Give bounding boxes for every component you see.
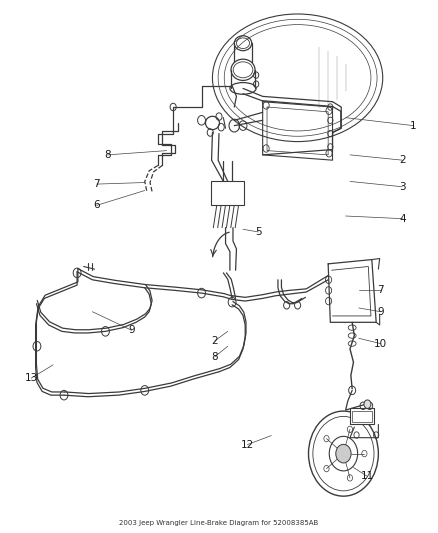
Bar (352, 411, 372, 422)
Text: 8: 8 (211, 352, 218, 362)
Text: 3: 3 (399, 182, 406, 192)
Text: 13: 13 (25, 373, 38, 383)
Text: 2: 2 (399, 155, 406, 165)
Text: 5: 5 (255, 227, 261, 237)
Text: 11: 11 (361, 472, 374, 481)
Bar (211, 181, 244, 205)
Text: 2003 Jeep Wrangler Line-Brake Diagram for 52008385AB: 2003 Jeep Wrangler Line-Brake Diagram fo… (120, 520, 318, 526)
Text: 12: 12 (241, 440, 254, 450)
Text: 8: 8 (104, 150, 111, 160)
Text: 7: 7 (93, 179, 100, 189)
Text: 2: 2 (211, 336, 218, 346)
Text: 4: 4 (399, 214, 406, 224)
Ellipse shape (336, 445, 351, 463)
Text: 1: 1 (410, 120, 417, 131)
Text: 9: 9 (377, 306, 384, 317)
Text: 9: 9 (128, 325, 135, 335)
Circle shape (364, 400, 371, 408)
Text: 7: 7 (377, 286, 384, 295)
Bar (350, 408, 374, 424)
Text: 10: 10 (374, 338, 387, 349)
Text: 6: 6 (93, 200, 100, 211)
